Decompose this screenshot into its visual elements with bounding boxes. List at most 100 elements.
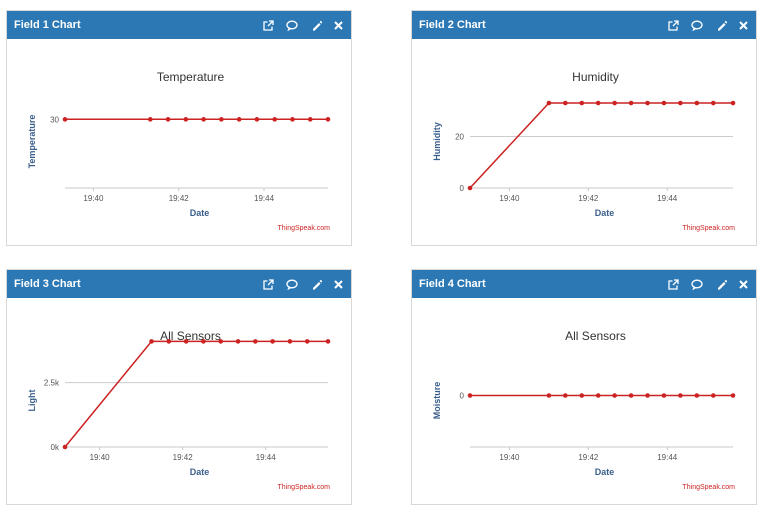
data-point[interactable] <box>612 393 617 398</box>
comment-icon[interactable] <box>688 270 706 298</box>
y-tick-label: 0 <box>460 184 465 193</box>
data-point[interactable] <box>678 393 683 398</box>
external-link-icon[interactable] <box>259 11 277 39</box>
close-icon[interactable] <box>734 270 752 298</box>
data-point[interactable] <box>595 100 601 106</box>
field-2-chart-panel: Field 2 Chart 0 20 19:40 19:42 19:44 Humidity… <box>411 10 757 246</box>
data-point[interactable] <box>290 117 295 122</box>
data-point[interactable] <box>219 117 224 122</box>
field-4-chart-panel: Field 4 Chart 0 19:40 19:42 19:44 All Sensor… <box>411 269 757 505</box>
data-point[interactable] <box>62 117 68 122</box>
x-tick-label: 19:44 <box>657 194 678 203</box>
panel-header: Field 4 Chart <box>412 270 756 298</box>
x-axis-title: Date <box>595 208 615 218</box>
panel-title: Field 1 Chart <box>14 19 81 31</box>
data-point[interactable] <box>166 339 172 344</box>
data-point[interactable] <box>710 393 716 398</box>
pencil-icon[interactable] <box>307 270 325 298</box>
data-point[interactable] <box>467 185 473 191</box>
external-link-icon[interactable] <box>259 270 277 298</box>
data-point[interactable] <box>546 393 552 398</box>
data-point[interactable] <box>272 117 277 122</box>
external-link-icon[interactable] <box>664 270 682 298</box>
data-point[interactable] <box>62 444 68 450</box>
data-point[interactable] <box>730 100 736 106</box>
data-point[interactable] <box>325 117 331 122</box>
x-tick-label: 19:42 <box>578 194 599 203</box>
pencil-icon[interactable] <box>712 270 730 298</box>
comment-icon[interactable] <box>283 11 301 39</box>
data-point[interactable] <box>628 100 634 106</box>
external-link-icon[interactable] <box>664 11 682 39</box>
y-tick-label: 30 <box>50 115 59 124</box>
y-tick-label: 0 <box>460 392 465 401</box>
data-point[interactable] <box>183 339 189 344</box>
data-point[interactable] <box>710 100 716 106</box>
data-point[interactable] <box>546 100 552 106</box>
data-point[interactable] <box>235 339 241 344</box>
pencil-icon[interactable] <box>307 11 325 39</box>
chart-title: All Sensors <box>160 329 221 343</box>
data-point[interactable] <box>645 100 650 106</box>
data-point[interactable] <box>579 100 585 106</box>
data-point[interactable] <box>201 117 206 122</box>
x-tick-label: 19:42 <box>169 194 190 203</box>
data-point[interactable] <box>325 339 331 344</box>
data-point[interactable] <box>467 393 473 398</box>
y-axis-title: Humidity <box>432 122 442 161</box>
data-point[interactable] <box>661 393 667 398</box>
x-axis-title: Date <box>190 467 210 477</box>
data-point[interactable] <box>694 393 700 398</box>
chart-credit: ThingSpeak.com <box>277 484 330 491</box>
data-point[interactable] <box>628 393 634 398</box>
data-point[interactable] <box>201 339 206 344</box>
data-point[interactable] <box>287 339 293 344</box>
close-icon[interactable] <box>329 11 347 39</box>
data-point[interactable] <box>678 100 683 106</box>
chart-svg: 0 19:40 19:42 19:44 All Sensors Date Moisture T… <box>432 329 736 491</box>
data-point[interactable] <box>270 339 275 344</box>
chart-title: Temperature <box>157 70 225 84</box>
comment-icon[interactable] <box>283 270 301 298</box>
close-icon[interactable] <box>734 11 752 39</box>
x-tick-label: 19:44 <box>256 453 277 462</box>
data-point[interactable] <box>236 117 242 122</box>
data-point[interactable] <box>579 393 585 398</box>
chart-area: 0k 2.5k 19:40 19:42 19:44 All Sensors Date Ligh… <box>13 306 347 502</box>
data-point[interactable] <box>218 339 224 344</box>
panel-title: Field 3 Chart <box>14 278 81 290</box>
y-tick-label: 20 <box>455 133 464 142</box>
data-point[interactable] <box>254 117 260 122</box>
field-1-chart-panel: Field 1 Chart 30 19:40 19:42 19:44 Temperatu… <box>6 10 352 246</box>
data-point[interactable] <box>304 339 310 344</box>
x-axis-title: Date <box>595 467 615 477</box>
chart-credit: ThingSpeak.com <box>277 225 330 232</box>
data-point[interactable] <box>595 393 601 398</box>
x-tick-label: 19:40 <box>499 194 520 203</box>
data-point[interactable] <box>661 100 667 106</box>
data-point[interactable] <box>147 117 153 122</box>
data-point[interactable] <box>149 339 154 344</box>
data-point[interactable] <box>730 393 736 398</box>
data-point[interactable] <box>694 100 700 106</box>
x-tick-label: 19:40 <box>90 453 111 462</box>
data-point[interactable] <box>165 117 171 122</box>
x-tick-label: 19:40 <box>499 453 520 462</box>
y-tick-label: 0k <box>51 443 60 452</box>
close-icon[interactable] <box>329 270 347 298</box>
data-point[interactable] <box>183 117 189 122</box>
data-point[interactable] <box>563 393 568 398</box>
data-point[interactable] <box>307 117 313 122</box>
chart-credit: ThingSpeak.com <box>682 225 735 232</box>
x-axis-title: Date <box>190 208 210 218</box>
comment-icon[interactable] <box>688 11 706 39</box>
chart-area: 0 20 19:40 19:42 19:44 Humidity Date Humidity Th… <box>418 47 752 243</box>
chart-credit: ThingSpeak.com <box>682 484 735 491</box>
chart-svg: 0k 2.5k 19:40 19:42 19:44 All Sensors Date Ligh… <box>27 329 331 491</box>
data-point[interactable] <box>612 100 617 106</box>
data-point[interactable] <box>253 339 258 344</box>
data-point[interactable] <box>563 100 568 106</box>
data-point[interactable] <box>645 393 650 398</box>
pencil-icon[interactable] <box>712 11 730 39</box>
x-tick-label: 19:44 <box>254 194 275 203</box>
